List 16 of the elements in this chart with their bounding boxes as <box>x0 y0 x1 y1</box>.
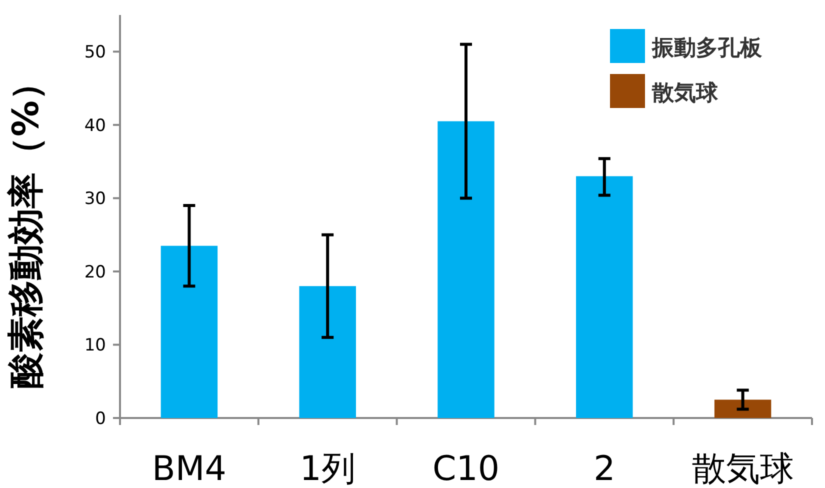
y-tick-label: 0 <box>95 409 106 429</box>
legend-item: 振動多孔板 <box>610 29 762 63</box>
y-tick-label: 50 <box>84 42 106 63</box>
x-tick-label: BM4 <box>152 449 226 488</box>
x-tick-label: 2 <box>594 449 616 488</box>
x-tick-label: 1列 <box>300 449 356 488</box>
y-tick-label: 20 <box>84 262 106 282</box>
y-tick-label: 40 <box>84 116 106 136</box>
x-tick-label: C10 <box>432 449 500 488</box>
y-tick-label: 30 <box>84 189 106 210</box>
y-axis-title: 酸素移動効率（%） <box>6 64 47 389</box>
y-tick-label: 10 <box>84 336 106 356</box>
legend-item: 散気球 <box>610 74 718 108</box>
x-tick-label: 散気球 <box>692 449 794 488</box>
legend-label: 振動多孔板 <box>651 36 763 61</box>
legend-label: 散気球 <box>651 81 719 106</box>
